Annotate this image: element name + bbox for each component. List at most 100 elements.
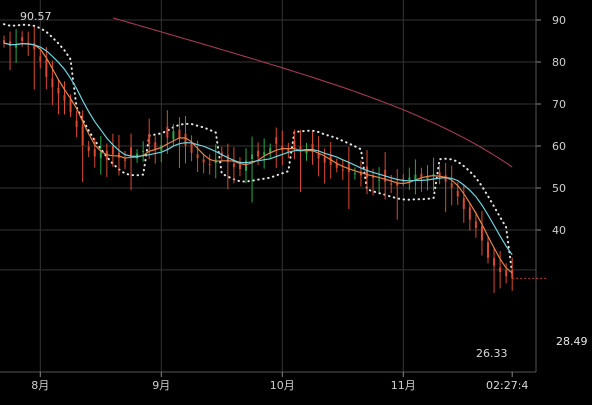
candle-body [359, 171, 362, 176]
candle-body [245, 160, 247, 171]
candle-body [305, 150, 308, 154]
candle-body [468, 207, 471, 220]
y-tick-label: 40 [552, 224, 566, 237]
candle-body [275, 137, 278, 144]
candle-body [184, 133, 187, 146]
candle-body [81, 125, 84, 146]
ma-line-slow [3, 42, 513, 256]
candle-body [190, 143, 193, 153]
candle-body [21, 37, 24, 41]
candle-body [505, 270, 508, 277]
candle-body [45, 59, 48, 77]
candle-body [15, 44, 18, 48]
x-tick-label: 8月 [31, 379, 49, 392]
time-axis-label: 02:27:4 [486, 379, 528, 392]
ma-line-long [112, 17, 513, 168]
high-annotation: 90.57 [20, 10, 52, 23]
y-tick-label: 90 [552, 14, 566, 27]
candle-body [444, 175, 447, 182]
x-tick-label: 11月 [391, 379, 416, 392]
candle-body [462, 198, 465, 209]
candle-body [474, 221, 477, 228]
candle-body [341, 169, 344, 171]
candle-body [396, 182, 399, 186]
y-tick-label: 50 [552, 182, 566, 195]
candle-body [111, 146, 114, 155]
candle-body [87, 146, 90, 152]
candle-body [9, 41, 12, 47]
candle-body [166, 126, 169, 138]
candle-body [378, 179, 381, 181]
dotted-band [3, 23, 514, 275]
candle-body [480, 226, 483, 241]
y-tick-label: 70 [552, 98, 566, 111]
candle-body [438, 172, 441, 178]
candle-body [293, 140, 296, 149]
candle-body [493, 258, 496, 266]
candle-body [366, 166, 368, 178]
candle-body [124, 159, 126, 161]
candle-body [208, 164, 211, 166]
candle-body [238, 164, 241, 170]
low-annotation: 26.33 [476, 347, 508, 360]
candle-body [335, 163, 338, 168]
candle-body [281, 145, 284, 151]
candle-body [420, 173, 423, 178]
candle-body [257, 150, 260, 157]
candle-body [172, 131, 175, 140]
candle-body [487, 242, 489, 258]
candle-body [202, 159, 205, 163]
candle-body [353, 173, 356, 175]
candle-body [269, 148, 272, 154]
candle-body [130, 147, 133, 157]
candle-body [63, 95, 66, 101]
candle-body [372, 175, 375, 178]
candle-body [154, 142, 157, 150]
candle-body [232, 163, 235, 167]
candle-body [456, 190, 459, 197]
candle-body [3, 40, 5, 44]
candle-body [148, 133, 151, 144]
candle-body [511, 270, 514, 279]
last-price-label: 28.49 [556, 335, 588, 348]
chart-grid [0, 0, 536, 372]
candle-body [51, 78, 54, 88]
candle-body [432, 174, 435, 176]
candle-body [99, 152, 102, 159]
candle-body [117, 152, 120, 158]
candle-body [323, 156, 326, 163]
moving-average-lines [3, 17, 513, 274]
candle-body [160, 145, 163, 152]
candle-body [450, 183, 453, 188]
candle-body [196, 154, 199, 159]
candle-body [499, 267, 502, 272]
candle-body [263, 152, 266, 155]
candle-body [226, 154, 229, 162]
candle-body [75, 120, 78, 128]
candle-body [299, 146, 302, 152]
axes: 90 80 70 60 50 40 8月 9月 10月 11月 [0, 0, 566, 392]
candle-body [251, 154, 254, 160]
candle-body [426, 176, 429, 180]
y-tick-label: 80 [552, 56, 566, 69]
candle-body [142, 151, 145, 153]
x-tick-label: 10月 [270, 379, 295, 392]
candle-body [408, 177, 411, 181]
candle-body [317, 153, 320, 159]
band-series [3, 23, 514, 275]
candle-body [178, 129, 181, 138]
candle-body [57, 87, 60, 94]
y-tick-label: 60 [552, 140, 566, 153]
candle-body [39, 56, 42, 62]
candle-body [287, 148, 290, 153]
x-tick-label: 9月 [152, 379, 170, 392]
candle-body [69, 98, 72, 113]
candle-body [33, 43, 36, 50]
candle-body [311, 143, 314, 153]
candle-body [93, 149, 96, 157]
candle-body [390, 183, 393, 185]
candle-body [347, 161, 350, 173]
candlesticks [3, 26, 514, 293]
candle-body [414, 174, 417, 180]
